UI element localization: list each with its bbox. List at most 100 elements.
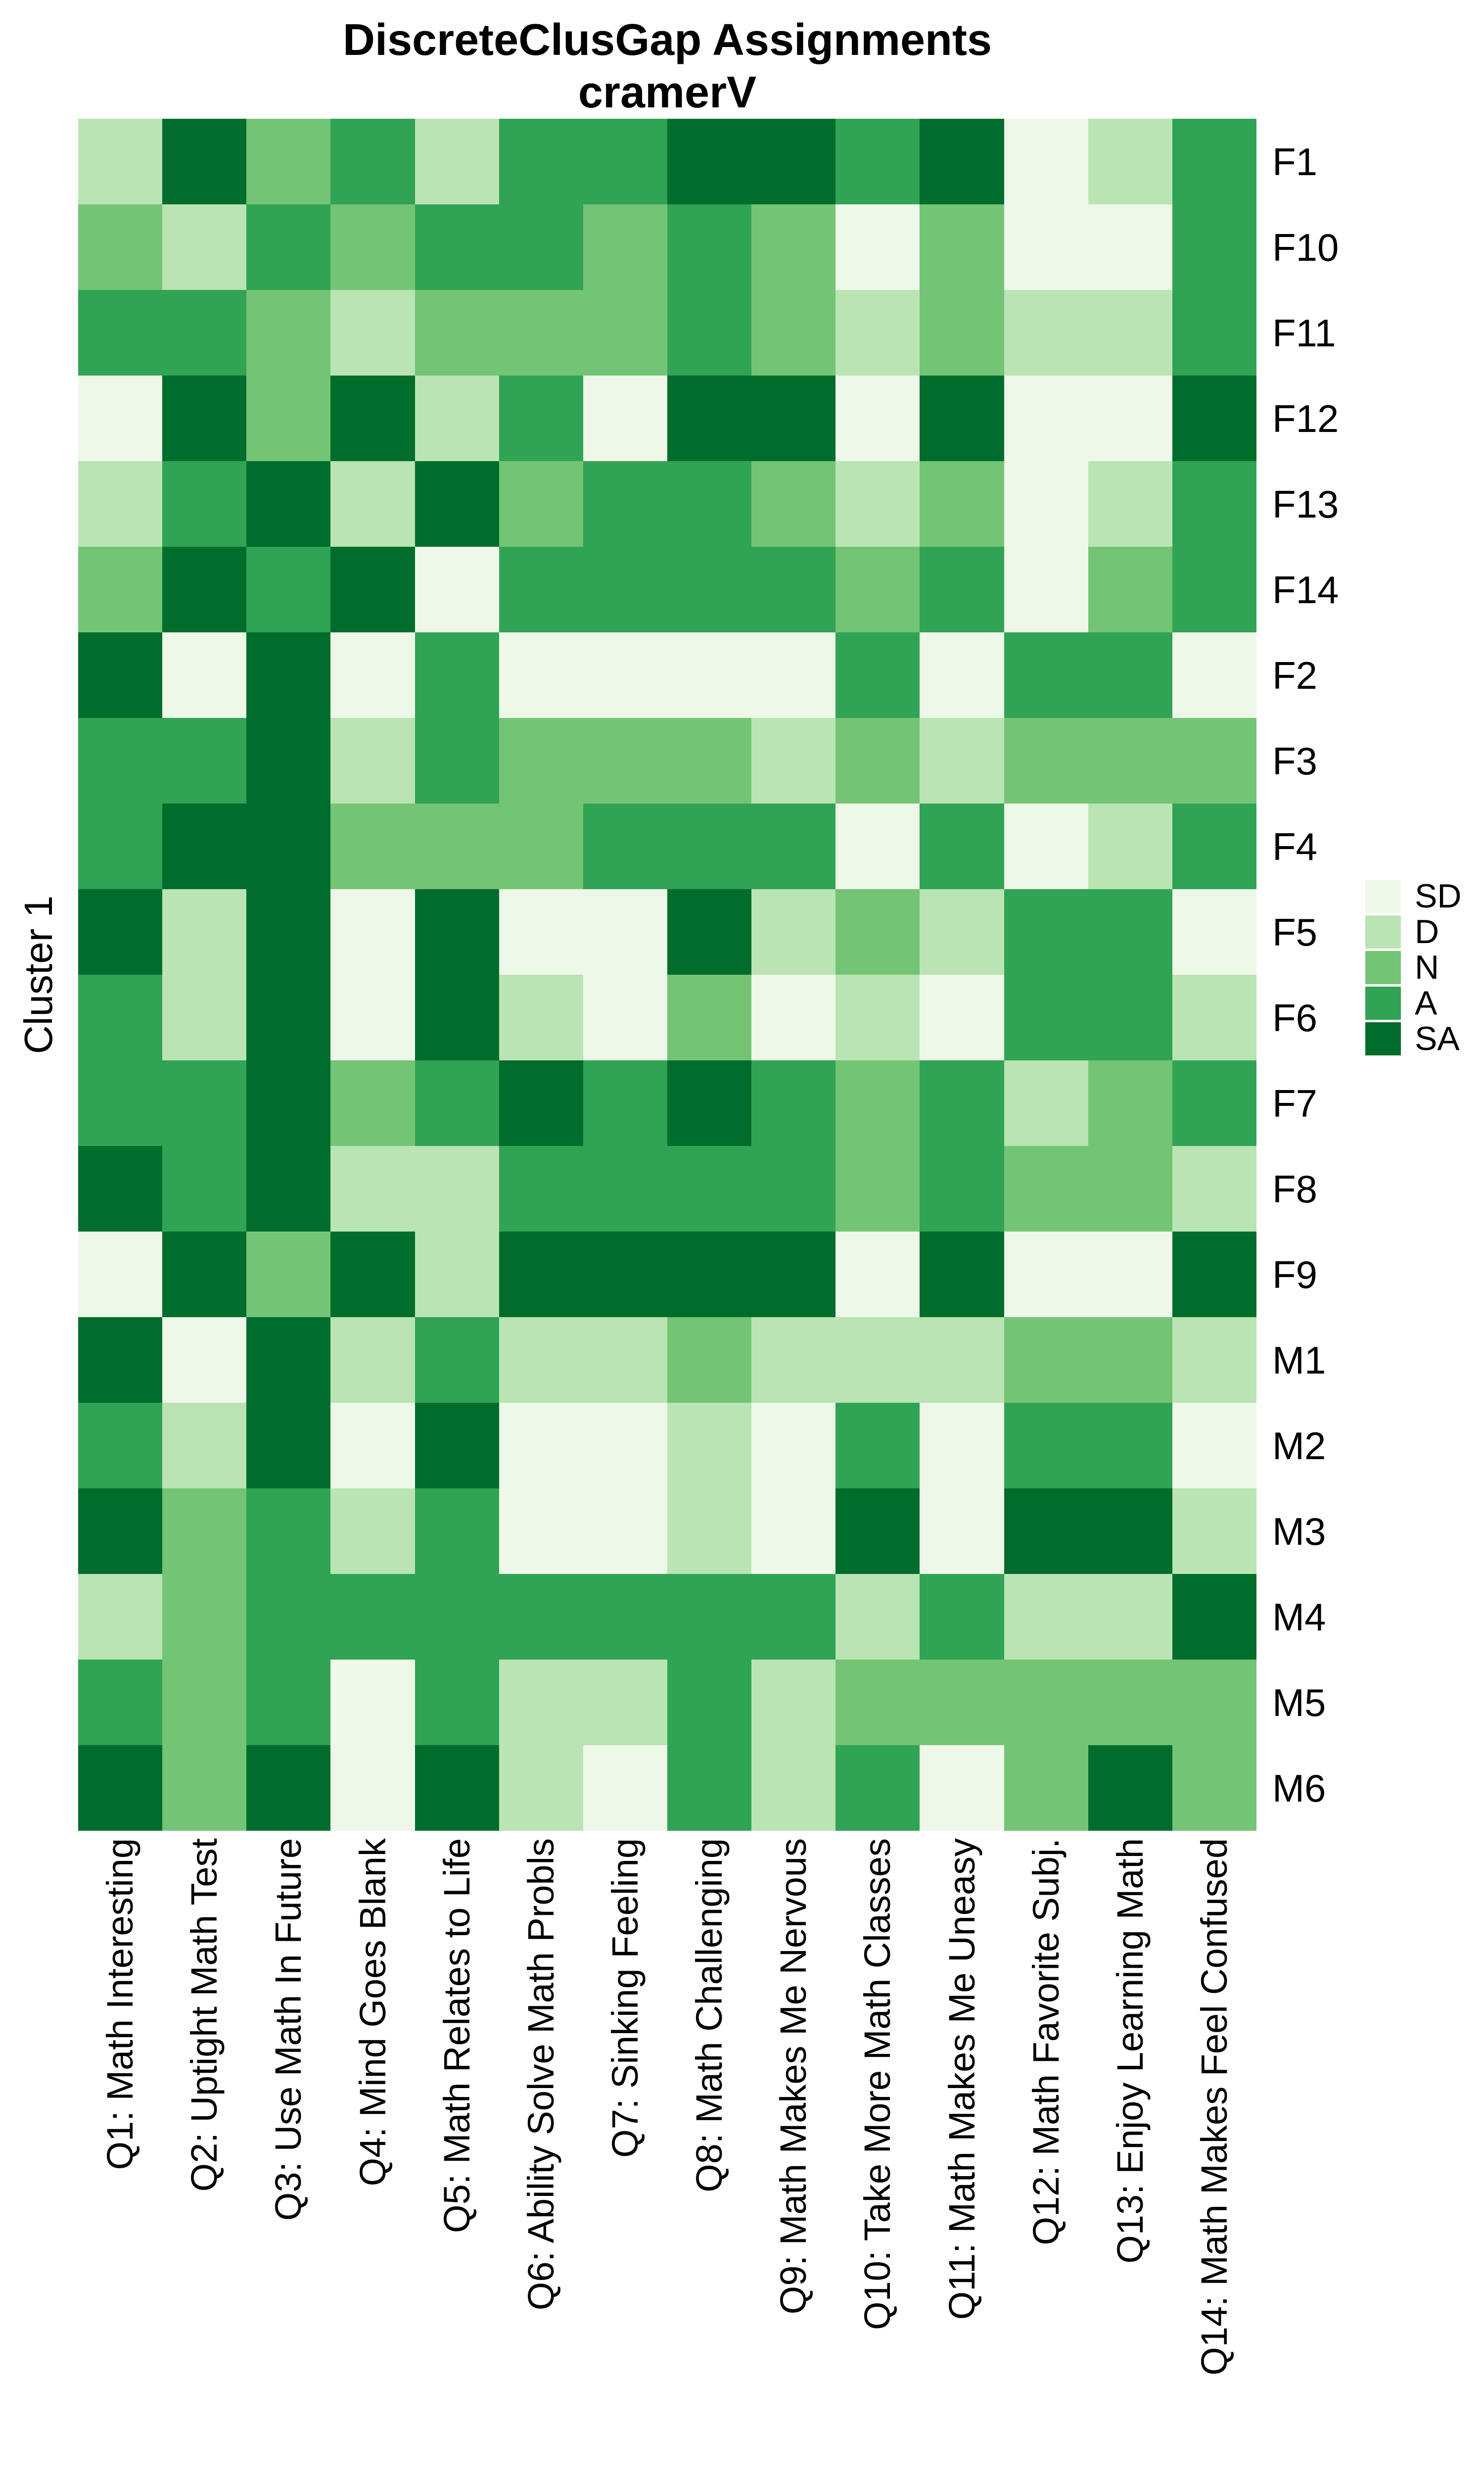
- heatmap-cell: [162, 119, 247, 204]
- heatmap-cell: [583, 1574, 667, 1660]
- heatmap-cell: [246, 718, 331, 804]
- heatmap-cell: [162, 290, 247, 376]
- heatmap-cell: [499, 1146, 583, 1232]
- heatmap-cell: [920, 975, 1004, 1060]
- column-label: Q7: Sinking Feeling: [604, 1838, 646, 2158]
- legend-swatch: [1365, 1022, 1401, 1055]
- heatmap-cell: [835, 632, 920, 718]
- heatmap-cell: [1172, 718, 1256, 804]
- heatmap-cell: [330, 804, 415, 889]
- heatmap-cell: [246, 804, 331, 889]
- heatmap-cell: [1004, 461, 1088, 547]
- heatmap-cell: [246, 632, 331, 718]
- heatmap-cell: [1088, 1660, 1172, 1745]
- heatmap-cell: [667, 1403, 752, 1488]
- column-label: Q11: Math Makes Me Uneasy: [941, 1838, 982, 2320]
- heatmap-cell: [1088, 461, 1172, 547]
- heatmap-cell: [667, 1488, 752, 1574]
- row-label: F3: [1272, 739, 1318, 783]
- heatmap-cell: [751, 804, 836, 889]
- heatmap-cell: [415, 1574, 499, 1660]
- heatmap-cell: [667, 461, 752, 547]
- heatmap-cell: [1088, 804, 1172, 889]
- heatmap-cell: [835, 804, 920, 889]
- heatmap-cell: [415, 1488, 499, 1574]
- heatmap-cell: [78, 1574, 163, 1660]
- heatmap-cell: [583, 1232, 667, 1317]
- heatmap-cell: [1088, 1488, 1172, 1574]
- row-label: F2: [1272, 653, 1318, 697]
- heatmap-cell: [1004, 889, 1088, 975]
- heatmap-cell: [330, 975, 415, 1060]
- row-label: F11: [1272, 311, 1336, 355]
- heatmap-cell: [1172, 290, 1256, 376]
- heatmap-cell: [1004, 204, 1088, 290]
- heatmap-cell: [1004, 376, 1088, 461]
- heatmap-cell: [583, 1146, 667, 1232]
- heatmap-cell: [330, 1403, 415, 1488]
- heatmap-cell: [246, 1146, 331, 1232]
- heatmap-cell: [1088, 376, 1172, 461]
- heatmap-cell: [330, 461, 415, 547]
- heatmap-cell: [667, 1660, 752, 1745]
- heatmap-cell: [162, 632, 247, 718]
- heatmap-cell: [1172, 119, 1256, 204]
- heatmap-cell: [667, 1317, 752, 1403]
- column-label: Q9: Math Makes Me Nervous: [773, 1838, 814, 2315]
- heatmap-cell: [78, 1060, 163, 1146]
- heatmap-cell: [246, 1317, 331, 1403]
- heatmap-cell: [246, 1403, 331, 1488]
- heatmap-cell: [751, 119, 836, 204]
- heatmap-cell: [667, 376, 752, 461]
- heatmap-cell: [499, 1488, 583, 1574]
- heatmap-cell: [1172, 1488, 1256, 1574]
- heatmap-cell: [162, 1660, 247, 1745]
- chart-title-block: DiscreteClusGap Assignments cramerV: [78, 14, 1256, 119]
- heatmap-cell: [1004, 119, 1088, 204]
- heatmap-cell: [751, 1660, 836, 1745]
- row-label: M6: [1272, 1766, 1326, 1810]
- heatmap-cell: [751, 975, 836, 1060]
- heatmap-cell: [246, 1488, 331, 1574]
- heatmap-cell: [415, 1745, 499, 1831]
- heatmap-cell: [835, 1403, 920, 1488]
- heatmap-cell: [78, 889, 163, 975]
- heatmap-cell: [162, 461, 247, 547]
- heatmap-cell: [78, 1146, 163, 1232]
- heatmap-cell: [920, 376, 1004, 461]
- heatmap-cell: [835, 461, 920, 547]
- heatmap-cell: [330, 1574, 415, 1660]
- row-label: F14: [1272, 568, 1339, 612]
- heatmap-cell: [920, 461, 1004, 547]
- heatmap-cell: [415, 975, 499, 1060]
- heatmap-cell: [1172, 547, 1256, 632]
- heatmap-cell: [1172, 1146, 1256, 1232]
- heatmap-cell: [920, 1574, 1004, 1660]
- heatmap-cell: [1088, 1745, 1172, 1831]
- heatmap-cell: [162, 547, 247, 632]
- row-label: F9: [1272, 1252, 1318, 1296]
- heatmap-cell: [246, 975, 331, 1060]
- heatmap-cell: [920, 718, 1004, 804]
- heatmap-cell: [330, 889, 415, 975]
- heatmap-cell: [499, 376, 583, 461]
- heatmap-cell: [667, 632, 752, 718]
- heatmap-cell: [1004, 1232, 1088, 1317]
- heatmap-cell: [1172, 1060, 1256, 1146]
- heatmap-cell: [583, 889, 667, 975]
- heatmap-cell: [415, 632, 499, 718]
- heatmap-cell: [751, 1745, 836, 1831]
- heatmap-cell: [1088, 290, 1172, 376]
- heatmap-cell: [667, 718, 752, 804]
- heatmap-cell: [667, 290, 752, 376]
- heatmap-cell: [920, 290, 1004, 376]
- heatmap-cell: [499, 204, 583, 290]
- heatmap-cell: [330, 1745, 415, 1831]
- heatmap-cell: [499, 461, 583, 547]
- legend-swatch: [1365, 951, 1401, 984]
- heatmap-cell: [78, 975, 163, 1060]
- heatmap-cell: [1172, 804, 1256, 889]
- heatmap-cell: [835, 889, 920, 975]
- heatmap-cell: [751, 204, 836, 290]
- heatmap-cell: [78, 1403, 163, 1488]
